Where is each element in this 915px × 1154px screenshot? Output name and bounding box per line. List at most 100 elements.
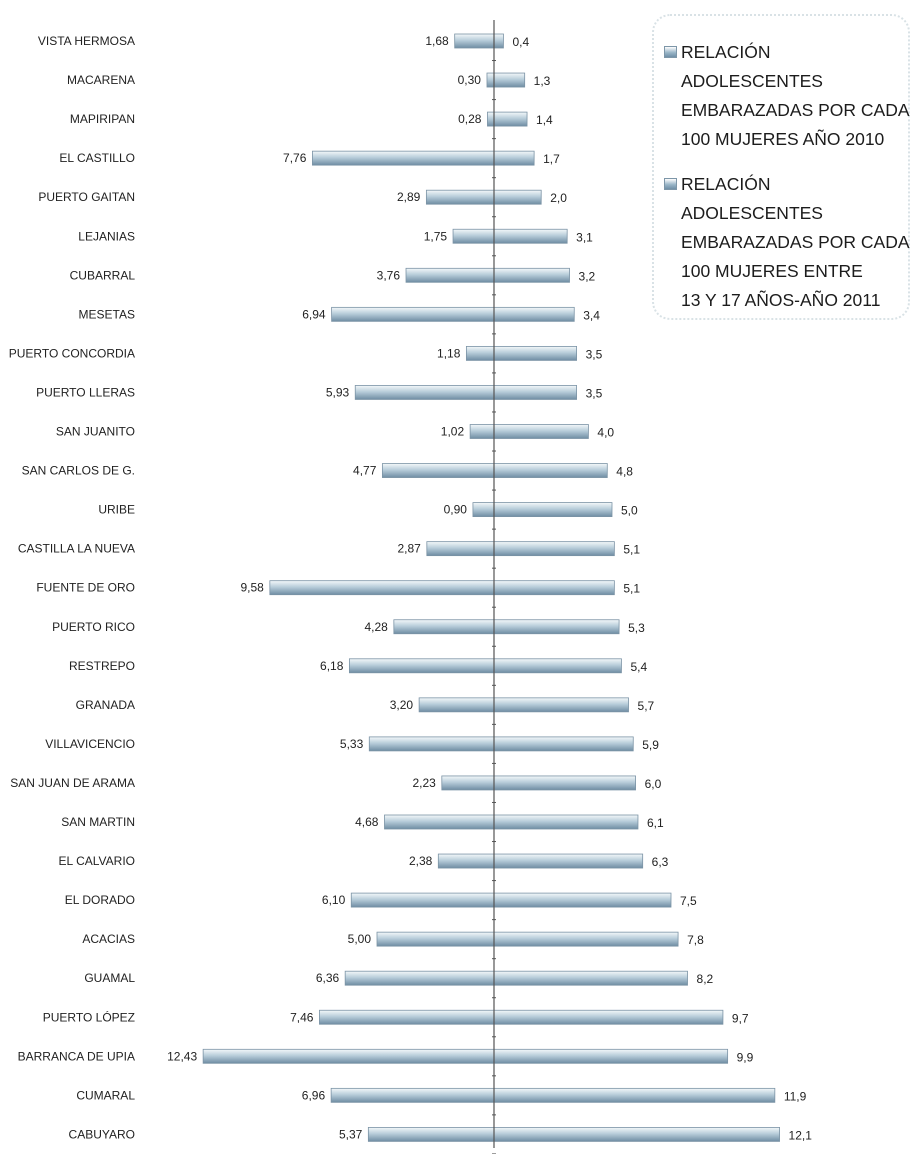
value-label-2011: 5,9 [642, 738, 659, 752]
bar-2010 [441, 775, 495, 791]
value-label-2011: 6,1 [647, 816, 664, 830]
bar-2010 [418, 697, 495, 713]
category-label: PUERTO RICO [52, 620, 135, 634]
category-label: URIBE [98, 503, 135, 517]
value-label-2011: 5,1 [623, 543, 640, 557]
value-label-2011: 9,7 [732, 1011, 749, 1025]
value-labels: 1,68 0,4 0,30 1,3 0,28 1,4 7,76 1,7 2,89 2,0 1,75 3… [167, 34, 812, 1142]
value-label-2010: 0,30 [458, 73, 482, 87]
value-label-2011: 5,7 [638, 699, 655, 713]
value-label-2011: 2,0 [550, 191, 567, 205]
value-label-2010: 6,10 [322, 893, 346, 907]
category-label: GRANADA [76, 698, 135, 712]
legend-label-2011: RELACIÓN ADOLESCENTES EMBARAZADAS POR CA… [681, 174, 910, 310]
bar-2010 [350, 892, 495, 908]
bar-2011 [493, 502, 613, 518]
bar-2011 [493, 619, 620, 635]
bar-2010 [312, 150, 495, 166]
center-axis [492, 20, 496, 1154]
bar-2010 [393, 619, 495, 635]
value-label-2011: 12,1 [789, 1128, 813, 1142]
value-label-2010: 7,76 [283, 151, 307, 165]
value-label-2010: 6,96 [302, 1088, 326, 1102]
value-label-2010: 2,87 [397, 542, 421, 556]
bar-2010 [269, 580, 495, 596]
value-label-2011: 8,2 [697, 972, 714, 986]
value-label-2011: 0,4 [512, 35, 529, 49]
value-label-2011: 6,0 [645, 777, 662, 791]
bar-2011 [493, 1048, 729, 1064]
bar-2010 [381, 463, 495, 478]
value-label-2010: 3,76 [377, 268, 401, 282]
category-label: CASTILLA LA NUEVA [18, 542, 135, 556]
category-labels: VISTA HERMOSA MACARENA MAPIRIPAN EL CASTILL… [9, 34, 136, 1141]
value-label-2011: 6,3 [652, 855, 669, 869]
value-label-2010: 1,68 [425, 34, 449, 48]
value-label-2010: 3,20 [390, 698, 414, 712]
value-label-2011: 4,0 [597, 426, 614, 440]
value-label-2011: 3,5 [586, 347, 603, 361]
value-label-2010: 4,28 [364, 620, 388, 634]
bar-2011 [493, 775, 637, 791]
category-label: GUAMAL [84, 971, 135, 985]
bar-2011 [493, 1127, 780, 1142]
category-label: VILLAVICENCIO [45, 737, 135, 751]
category-label: PUERTO GAITAN [38, 190, 135, 204]
bar-2011 [493, 345, 577, 361]
value-label-2011: 1,7 [543, 152, 560, 166]
category-label: PUERTO LLERAS [36, 385, 135, 399]
value-label-2011: 5,1 [623, 582, 640, 596]
legend-swatch-2011 [664, 178, 677, 190]
bar-2011 [493, 658, 622, 674]
series-2011-bars [493, 33, 780, 1142]
legend-item-2010: RELACIÓN ADOLESCENTES EMBARAZADAS POR CA… [664, 38, 910, 154]
value-label-2011: 7,5 [680, 894, 697, 908]
category-label: PUERTO CONCORDIA [9, 346, 135, 360]
bar-2010 [202, 1048, 495, 1064]
value-label-2011: 5,3 [628, 621, 645, 635]
bar-2010 [452, 228, 495, 244]
category-label: FUENTE DE ORO [36, 581, 135, 595]
category-label: MESETAS [79, 307, 135, 321]
bar-2010 [426, 541, 495, 557]
bar-2010 [384, 814, 495, 830]
category-label: LEJANIAS [78, 229, 135, 243]
bar-2011 [493, 111, 528, 127]
category-label: VISTA HERMOSA [38, 34, 135, 48]
bar-2011 [493, 228, 568, 244]
category-label: EL CALVARIO [59, 854, 135, 868]
category-label: CABUYARO [69, 1127, 135, 1141]
bar-2010 [376, 931, 495, 947]
category-label: MACARENA [67, 73, 135, 87]
value-label-2010: 7,46 [290, 1010, 314, 1024]
bar-2011 [493, 150, 535, 166]
value-label-2011: 1,3 [534, 74, 551, 88]
bar-2011 [493, 892, 672, 908]
bar-2010 [330, 1087, 495, 1103]
legend-swatch-2010 [664, 46, 677, 58]
value-label-2010: 5,33 [340, 737, 364, 751]
value-label-2010: 1,18 [437, 346, 461, 360]
bar-2010 [354, 385, 495, 400]
category-label: CUMARAL [76, 1088, 135, 1102]
category-label: SAN CARLOS DE G. [22, 464, 135, 478]
category-label: RESTREPO [69, 659, 135, 673]
category-label: EL DORADO [65, 893, 135, 907]
bar-2010 [454, 33, 495, 49]
category-label: CUBARRAL [70, 268, 136, 282]
category-label: EL CASTILLO [59, 151, 135, 165]
category-label: SAN MARTIN [61, 815, 135, 829]
value-label-2010: 2,38 [409, 854, 433, 868]
bar-2011 [493, 580, 615, 596]
value-label-2011: 3,2 [579, 269, 596, 283]
bar-2011 [493, 814, 639, 830]
bar-2010 [487, 111, 495, 127]
bar-2011 [493, 1087, 776, 1103]
value-label-2010: 5,00 [348, 932, 372, 946]
value-label-2010: 1,75 [424, 229, 448, 243]
bar-2011 [493, 189, 542, 205]
bar-2011 [493, 736, 634, 752]
value-label-2010: 6,18 [320, 659, 344, 673]
bar-2011 [493, 424, 589, 439]
